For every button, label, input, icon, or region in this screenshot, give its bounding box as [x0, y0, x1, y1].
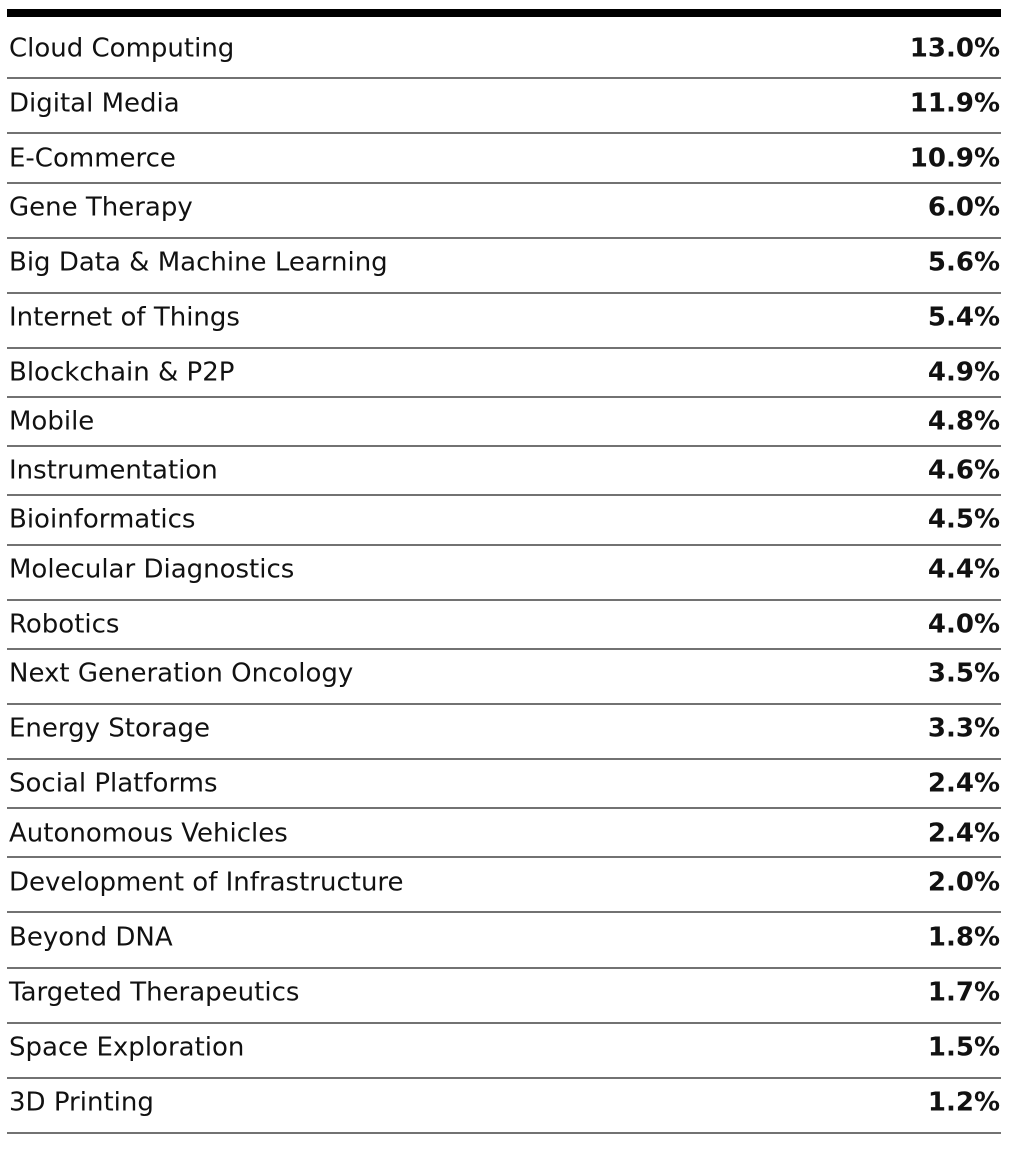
row-value: 2.0% [928, 868, 1000, 898]
row-value: 1.8% [928, 923, 1000, 953]
row-label: Robotics [9, 610, 119, 640]
row-value: 4.8% [928, 407, 1000, 437]
row-value: 4.9% [928, 358, 1000, 388]
row-value: 6.0% [928, 193, 1000, 223]
row-label: Beyond DNA [9, 923, 173, 953]
row-value: 1.2% [928, 1088, 1000, 1118]
row-label: 3D Printing [9, 1088, 154, 1118]
row-label: Digital Media [9, 89, 180, 119]
row-label: Gene Therapy [9, 193, 193, 223]
row-label: Big Data & Machine Learning [9, 248, 388, 278]
row-label: Development of Infrastructure [9, 868, 404, 898]
row-value: 10.9% [910, 144, 1000, 174]
row-value: 4.0% [928, 610, 1000, 640]
row-label: Bioinformatics [9, 505, 195, 535]
row-label: Internet of Things [9, 303, 240, 333]
row-value: 4.4% [928, 555, 1000, 585]
row-label: Mobile [9, 407, 94, 437]
row-value: 1.7% [928, 978, 1000, 1008]
row-value: 3.5% [928, 659, 1000, 689]
row-label: Instrumentation [9, 456, 218, 486]
row-label: Social Platforms [9, 769, 218, 799]
row-value: 13.0% [910, 34, 1000, 64]
row-value: 1.5% [928, 1033, 1000, 1063]
row-label: E-Commerce [9, 144, 176, 174]
row-label: Energy Storage [9, 714, 210, 744]
row-value: 2.4% [928, 819, 1000, 849]
row-label: Molecular Diagnostics [9, 555, 294, 585]
top-rule [7, 9, 1001, 17]
row-value: 3.3% [928, 714, 1000, 744]
row-value: 2.4% [928, 769, 1000, 799]
row-label: Targeted Therapeutics [8, 978, 299, 1008]
row-value: 5.6% [928, 248, 1000, 278]
row-label: Next Generation Oncology [9, 659, 353, 689]
row-label: Cloud Computing [9, 34, 234, 64]
row-label: Autonomous Vehicles [9, 819, 288, 849]
row-label: Space Exploration [9, 1033, 244, 1063]
row-label: Blockchain & P2P [9, 358, 234, 388]
row-value: 4.6% [928, 456, 1000, 486]
row-value: 4.5% [928, 505, 1000, 535]
row-value: 5.4% [928, 303, 1000, 333]
row-value: 11.9% [910, 89, 1000, 119]
